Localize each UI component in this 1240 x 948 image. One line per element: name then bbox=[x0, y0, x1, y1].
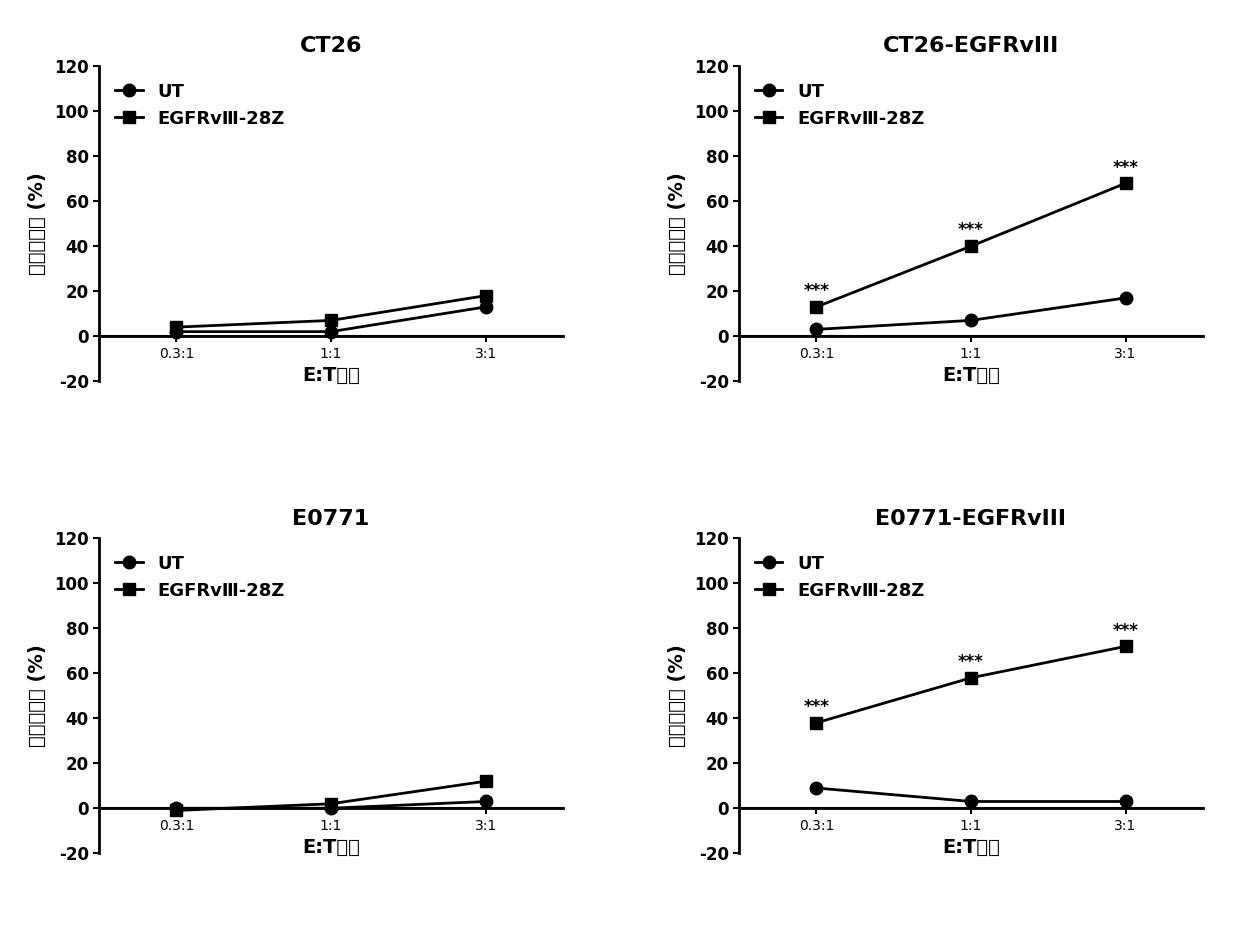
X-axis label: E:T比例: E:T比例 bbox=[303, 366, 360, 385]
UT bbox=[963, 795, 978, 807]
Text: ***: *** bbox=[959, 222, 983, 240]
EGFRvⅢ-28Z bbox=[479, 775, 494, 787]
UT bbox=[169, 803, 184, 814]
EGFRvⅢ-28Z bbox=[808, 717, 823, 728]
Title: E0771-EGFRvIII: E0771-EGFRvIII bbox=[875, 508, 1066, 529]
UT bbox=[963, 315, 978, 326]
Y-axis label: 特异性杀伤 (%): 特异性杀伤 (%) bbox=[668, 173, 687, 275]
EGFRvⅢ-28Z bbox=[808, 301, 823, 313]
X-axis label: E:T比例: E:T比例 bbox=[942, 366, 999, 385]
Line: UT: UT bbox=[810, 782, 1132, 808]
UT bbox=[479, 301, 494, 313]
UT bbox=[808, 782, 823, 793]
X-axis label: E:T比例: E:T比例 bbox=[942, 838, 999, 857]
Text: ***: *** bbox=[804, 283, 830, 301]
Line: EGFRvⅢ-28Z: EGFRvⅢ-28Z bbox=[810, 640, 1132, 729]
EGFRvⅢ-28Z bbox=[169, 321, 184, 333]
Legend: UT, EGFRvⅢ-28Z: UT, EGFRvⅢ-28Z bbox=[108, 76, 291, 136]
Line: UT: UT bbox=[810, 292, 1132, 336]
UT bbox=[808, 323, 823, 335]
EGFRvⅢ-28Z bbox=[1118, 177, 1133, 189]
UT bbox=[324, 803, 339, 814]
UT bbox=[1118, 292, 1133, 303]
UT bbox=[479, 795, 494, 807]
Text: ***: *** bbox=[959, 653, 983, 671]
X-axis label: E:T比例: E:T比例 bbox=[303, 838, 360, 857]
Text: ***: *** bbox=[1112, 158, 1138, 176]
UT bbox=[169, 326, 184, 337]
EGFRvⅢ-28Z bbox=[963, 241, 978, 252]
EGFRvⅢ-28Z bbox=[479, 290, 494, 301]
Y-axis label: 特异性杀伤 (%): 特异性杀伤 (%) bbox=[29, 645, 47, 747]
Line: UT: UT bbox=[170, 301, 492, 337]
UT bbox=[1118, 795, 1133, 807]
EGFRvⅢ-28Z bbox=[324, 798, 339, 810]
Title: CT26: CT26 bbox=[300, 36, 362, 57]
EGFRvⅢ-28Z bbox=[169, 805, 184, 816]
EGFRvⅢ-28Z bbox=[963, 672, 978, 684]
UT bbox=[324, 326, 339, 337]
Title: CT26-EGFRvIII: CT26-EGFRvIII bbox=[883, 36, 1059, 57]
Y-axis label: 特异性杀伤 (%): 特异性杀伤 (%) bbox=[668, 645, 687, 747]
EGFRvⅢ-28Z bbox=[1118, 641, 1133, 652]
Text: ***: *** bbox=[804, 698, 830, 716]
Legend: UT, EGFRvⅢ-28Z: UT, EGFRvⅢ-28Z bbox=[748, 548, 931, 608]
Line: EGFRvⅢ-28Z: EGFRvⅢ-28Z bbox=[810, 177, 1132, 313]
Legend: UT, EGFRvⅢ-28Z: UT, EGFRvⅢ-28Z bbox=[748, 76, 931, 136]
Title: E0771: E0771 bbox=[293, 508, 370, 529]
Line: UT: UT bbox=[170, 795, 492, 814]
EGFRvⅢ-28Z bbox=[324, 315, 339, 326]
Legend: UT, EGFRvⅢ-28Z: UT, EGFRvⅢ-28Z bbox=[108, 548, 291, 608]
Y-axis label: 特异性杀伤 (%): 特异性杀伤 (%) bbox=[29, 173, 47, 275]
Line: EGFRvⅢ-28Z: EGFRvⅢ-28Z bbox=[170, 289, 492, 334]
Line: EGFRvⅢ-28Z: EGFRvⅢ-28Z bbox=[170, 775, 492, 817]
Text: ***: *** bbox=[1112, 622, 1138, 640]
